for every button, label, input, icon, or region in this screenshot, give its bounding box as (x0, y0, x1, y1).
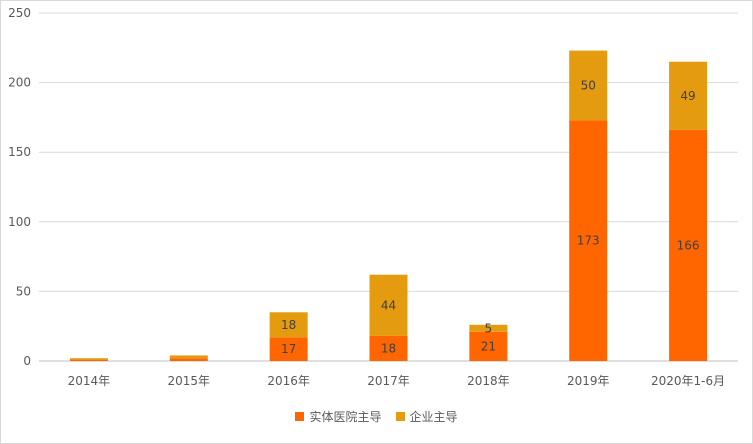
y-tick-label: 0 (23, 354, 31, 368)
data-label: 21 (481, 339, 496, 353)
y-tick-label: 250 (8, 6, 31, 20)
bar-hospital (669, 129, 708, 361)
legend-swatch-0 (295, 412, 305, 421)
bar-enterprise (669, 61, 708, 130)
data-label: 49 (680, 89, 695, 103)
x-tick-label: 2018年 (467, 374, 510, 388)
legend-swatch-1 (395, 412, 405, 421)
x-tick-label: 2020年1-6月 (651, 374, 725, 388)
y-tick-label: 200 (8, 76, 31, 90)
y-tick-label: 50 (16, 284, 31, 298)
bar-hospital (69, 359, 108, 361)
data-label: 44 (381, 298, 396, 312)
legend-label-1: 企业主导 (409, 410, 458, 424)
bar-enterprise (569, 50, 608, 121)
y-tick-label: 150 (8, 145, 31, 159)
x-tick-label: 2015年 (168, 374, 211, 388)
data-label: 173 (577, 234, 600, 248)
legend: 实体医院主导 企业主导 (1, 408, 752, 425)
legend-label-0: 实体医院主导 (309, 410, 382, 424)
bar-enterprise (369, 274, 408, 336)
bar-enterprise (269, 312, 308, 338)
y-tick-label: 100 (8, 215, 31, 229)
data-label: 5 (485, 321, 493, 335)
bar-hospital (369, 335, 408, 361)
x-tick-label: 2017年 (367, 374, 410, 388)
legend-item-0: 实体医院主导 (295, 408, 382, 425)
bar-hospital (169, 358, 208, 361)
x-tick-label: 2014年 (68, 374, 111, 388)
data-label: 18 (281, 318, 296, 332)
x-tick-label: 2019年 (567, 374, 610, 388)
data-label: 18 (381, 341, 396, 355)
x-tick-label: 2016年 (267, 374, 310, 388)
data-label: 166 (677, 238, 700, 252)
bar-enterprise (469, 324, 508, 332)
bar-hospital (469, 331, 508, 361)
data-label: 17 (281, 342, 296, 356)
legend-item-1: 企业主导 (395, 408, 458, 425)
bar-enterprise (69, 358, 108, 360)
bar-hospital (269, 337, 308, 361)
bar-hospital (569, 120, 608, 362)
data-label: 50 (581, 78, 596, 92)
bar-enterprise (169, 355, 208, 359)
